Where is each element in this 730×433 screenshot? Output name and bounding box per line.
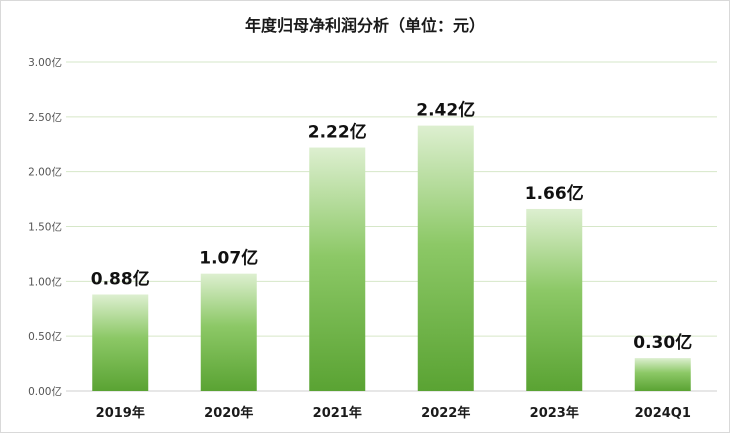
bar [417,125,474,392]
x-tick-label: 2024Q1 [635,406,691,421]
x-tick-label: 2022年 [421,405,470,421]
y-tick-label: 0.00亿 [28,385,62,398]
y-tick-label: 2.00亿 [28,166,62,179]
bar [526,208,583,391]
bar [200,273,257,391]
y-tick-label: 1.50亿 [28,221,62,234]
bars [92,125,691,392]
bar [92,294,149,391]
data-labels: 0.88亿 1.07亿 2.22亿 2.42亿 1.66亿 0.30亿 [91,100,692,353]
data-label: 0.88亿 [91,268,150,289]
data-label: 2.22亿 [308,122,367,143]
x-axis-ticks: 2019年 2020年 2021年 2022年 2023年 2024Q1 [96,405,691,421]
y-tick-label: 2.50亿 [28,111,62,124]
bar [309,147,366,391]
x-tick-label: 2020年 [204,405,253,421]
y-tick-label: 0.50亿 [28,330,62,343]
y-axis-ticks: 0.00亿 0.50亿 1.00亿 1.50亿 2.00亿 2.50亿 3.00亿 [28,56,62,398]
data-label: 2.42亿 [416,100,475,121]
data-label: 0.30亿 [633,332,692,353]
y-tick-label: 3.00亿 [28,56,62,69]
x-tick-label: 2021年 [313,405,362,421]
data-label: 1.07亿 [199,248,258,269]
x-tick-label: 2023年 [530,405,579,421]
chart-title: 年度归母净利润分析（单位：元） [245,16,485,35]
x-tick-label: 2019年 [96,405,145,421]
data-label: 1.66亿 [525,183,584,204]
grid-lines [66,61,717,392]
y-tick-label: 1.00亿 [28,275,62,288]
bar [634,358,691,391]
